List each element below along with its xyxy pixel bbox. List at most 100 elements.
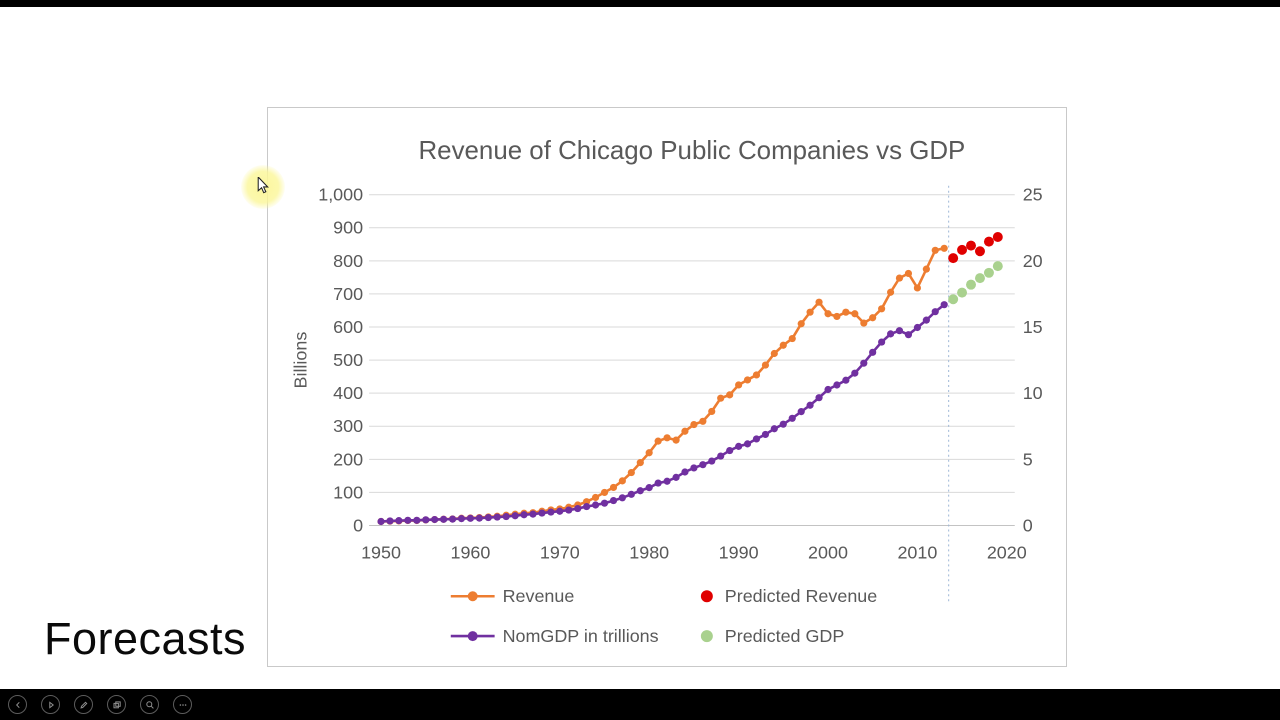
- data-point: [502, 512, 510, 521]
- more-button[interactable]: [173, 695, 192, 714]
- data-point: [833, 381, 841, 389]
- slide: Revenue of Chicago Public Companies vs G…: [0, 7, 1280, 689]
- right-axis-tick: 20: [1023, 251, 1043, 271]
- legend-marker-dot: [700, 630, 713, 643]
- data-point: [922, 316, 930, 324]
- data-point: [931, 246, 939, 254]
- data-point: [663, 434, 671, 442]
- data-point: [815, 394, 823, 402]
- legend-label: Predicted Revenue: [725, 586, 877, 606]
- series-line: [380, 247, 945, 523]
- series-predicted-gdp: [948, 261, 1003, 305]
- data-point: [895, 274, 904, 282]
- data-point: [618, 494, 626, 502]
- play-button[interactable]: [41, 695, 60, 714]
- data-point: [770, 425, 778, 433]
- zoom-icon: [145, 700, 154, 709]
- data-point: [913, 284, 921, 292]
- data-point: [377, 517, 385, 526]
- data-point: [717, 452, 725, 460]
- data-point: [726, 446, 734, 455]
- data-point: [457, 515, 466, 523]
- data-point: [860, 359, 868, 367]
- data-point: [574, 504, 582, 513]
- data-point: [627, 469, 635, 477]
- data-point: [448, 515, 457, 523]
- data-point: [681, 468, 689, 476]
- data-point: [815, 298, 823, 306]
- legend-item: Predicted Revenue: [700, 586, 877, 606]
- copy-frames-button[interactable]: [107, 695, 126, 714]
- data-point: [645, 484, 653, 492]
- right-axis-tick: 5: [1023, 449, 1033, 469]
- data-point: [636, 487, 644, 495]
- data-point: [761, 361, 770, 369]
- data-point: [851, 369, 859, 377]
- data-point: [591, 501, 600, 509]
- data-point: [690, 464, 698, 472]
- data-point: [645, 449, 653, 457]
- data-point: [842, 376, 850, 384]
- data-point: [833, 312, 841, 321]
- data-point: [708, 407, 716, 415]
- data-point: [869, 348, 877, 356]
- slide-caption: Forecasts: [44, 613, 247, 664]
- data-point: [752, 371, 761, 379]
- chart-container: Revenue of Chicago Public Companies vs G…: [267, 107, 1067, 667]
- data-point: [618, 477, 626, 485]
- data-point: [600, 488, 609, 497]
- zoom-button[interactable]: [140, 695, 159, 714]
- x-axis-tick: 2000: [808, 542, 848, 562]
- mouse-cursor-icon: [257, 177, 269, 194]
- series-nomgdp-in-trillions: [377, 301, 948, 526]
- left-axis-tick: 0: [353, 515, 363, 535]
- data-point: [779, 341, 787, 349]
- data-point: [395, 517, 403, 525]
- data-point: [672, 473, 680, 481]
- data-point: [386, 517, 394, 525]
- right-axis-tick: 15: [1023, 317, 1043, 337]
- data-point: [966, 240, 976, 251]
- data-point: [851, 310, 859, 318]
- left-axis-tick: 1,000: [318, 185, 363, 205]
- data-point: [957, 244, 968, 255]
- data-point: [895, 327, 904, 335]
- data-point: [940, 244, 948, 252]
- data-point: [878, 305, 886, 313]
- data-point: [627, 490, 635, 498]
- data-point: [591, 493, 600, 501]
- data-point: [493, 513, 501, 521]
- data-point: [806, 401, 814, 409]
- left-axis-tick: 700: [333, 284, 363, 304]
- data-point: [735, 442, 743, 450]
- data-point: [761, 430, 770, 439]
- data-point: [992, 261, 1003, 272]
- previous-button[interactable]: [8, 695, 27, 714]
- data-point: [583, 502, 591, 511]
- data-point: [699, 417, 707, 425]
- copy-frames-icon: [113, 700, 121, 708]
- data-point: [797, 408, 805, 416]
- data-point: [565, 506, 573, 514]
- right-axis-tick: 0: [1023, 515, 1033, 535]
- data-point: [770, 349, 778, 358]
- data-point: [788, 414, 796, 422]
- data-point: [690, 420, 698, 429]
- data-point: [931, 308, 939, 316]
- data-point: [538, 509, 546, 517]
- x-axis-tick: 2020: [987, 542, 1027, 562]
- chart-title: Revenue of Chicago Public Companies vs G…: [418, 137, 965, 165]
- previous-icon: [15, 701, 20, 708]
- x-axis-tick: 1950: [361, 542, 401, 562]
- data-point: [708, 457, 716, 465]
- data-point: [974, 273, 985, 284]
- data-point: [529, 510, 537, 518]
- data-point: [904, 331, 913, 339]
- draw-button[interactable]: [74, 695, 93, 714]
- data-point: [922, 265, 930, 273]
- data-point: [887, 330, 895, 338]
- left-axis-tick: 500: [333, 350, 363, 370]
- data-point: [672, 436, 680, 444]
- data-point: [779, 420, 787, 428]
- legend-item: Revenue: [450, 586, 574, 606]
